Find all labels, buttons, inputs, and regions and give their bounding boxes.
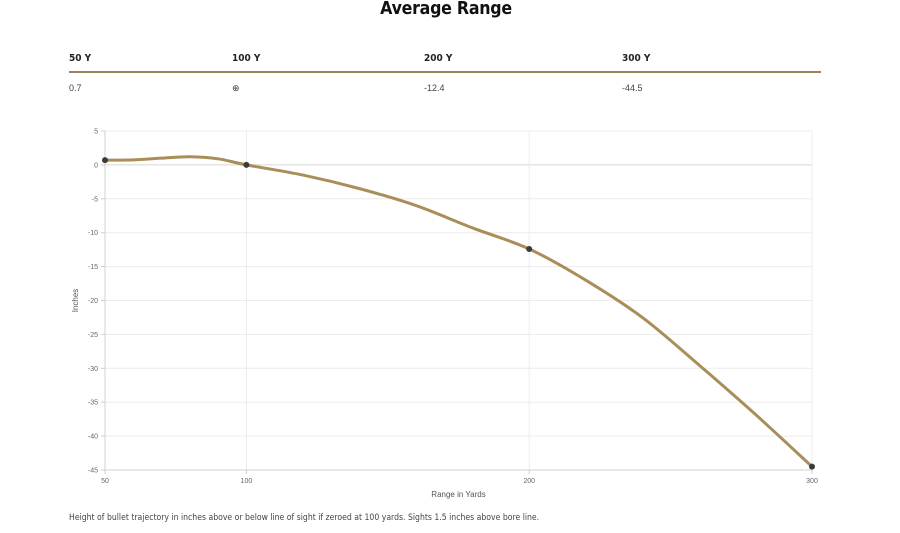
table-header-50y: 50 Y bbox=[69, 53, 92, 64]
x-axis-label: Range in Yards bbox=[431, 490, 485, 499]
data-point bbox=[243, 161, 250, 168]
x-tick-label: 100 bbox=[241, 478, 253, 485]
x-tick-label: 200 bbox=[523, 478, 535, 485]
chart-grid bbox=[104, 130, 813, 471]
y-tick-label: -30 bbox=[88, 366, 98, 373]
y-tick-label: 5 bbox=[94, 129, 98, 136]
y-tick-label: -40 bbox=[88, 434, 98, 441]
trajectory-line bbox=[103, 155, 814, 469]
y-tick-label: -35 bbox=[88, 400, 98, 407]
x-tick-label: 50 bbox=[101, 478, 109, 485]
y-axis-ticks: 5 0 -5 -10 -15 -20 -25 -30 -35 -40 -45 bbox=[88, 129, 105, 475]
zero-icon: ⊕ bbox=[232, 83, 240, 93]
y-axis-label: Inches bbox=[71, 289, 80, 313]
table-header-100y: 100 Y bbox=[232, 53, 261, 64]
x-axis-ticks: 50 100 200 300 bbox=[101, 470, 818, 485]
table-header-300y: 300 Y bbox=[622, 53, 651, 64]
y-tick-label: -15 bbox=[88, 264, 98, 271]
y-tick-label: -20 bbox=[88, 298, 98, 305]
table-value-200y: -12.4 bbox=[424, 83, 445, 93]
chart-caption: Height of bullet trajectory in inches ab… bbox=[69, 513, 540, 523]
data-point bbox=[809, 463, 815, 470]
table-value-50y: 0.7 bbox=[69, 83, 82, 93]
page-title: Average Range bbox=[380, 0, 512, 19]
y-tick-label: -45 bbox=[88, 468, 98, 475]
data-points bbox=[102, 157, 815, 470]
data-point bbox=[102, 157, 108, 164]
table-divider bbox=[69, 71, 821, 73]
y-tick-label: -5 bbox=[92, 196, 98, 203]
table-header-200y: 200 Y bbox=[424, 53, 453, 64]
y-tick-label: 0 bbox=[94, 162, 98, 169]
y-tick-label: -25 bbox=[88, 332, 98, 339]
x-tick-label: 300 bbox=[806, 478, 818, 485]
y-tick-label: -10 bbox=[88, 230, 98, 237]
table-value-300y: -44.5 bbox=[622, 83, 643, 93]
data-point bbox=[526, 245, 533, 252]
